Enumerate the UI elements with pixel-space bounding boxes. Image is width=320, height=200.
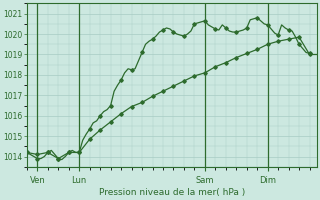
X-axis label: Pression niveau de la mer( hPa ): Pression niveau de la mer( hPa ) [99,188,245,197]
